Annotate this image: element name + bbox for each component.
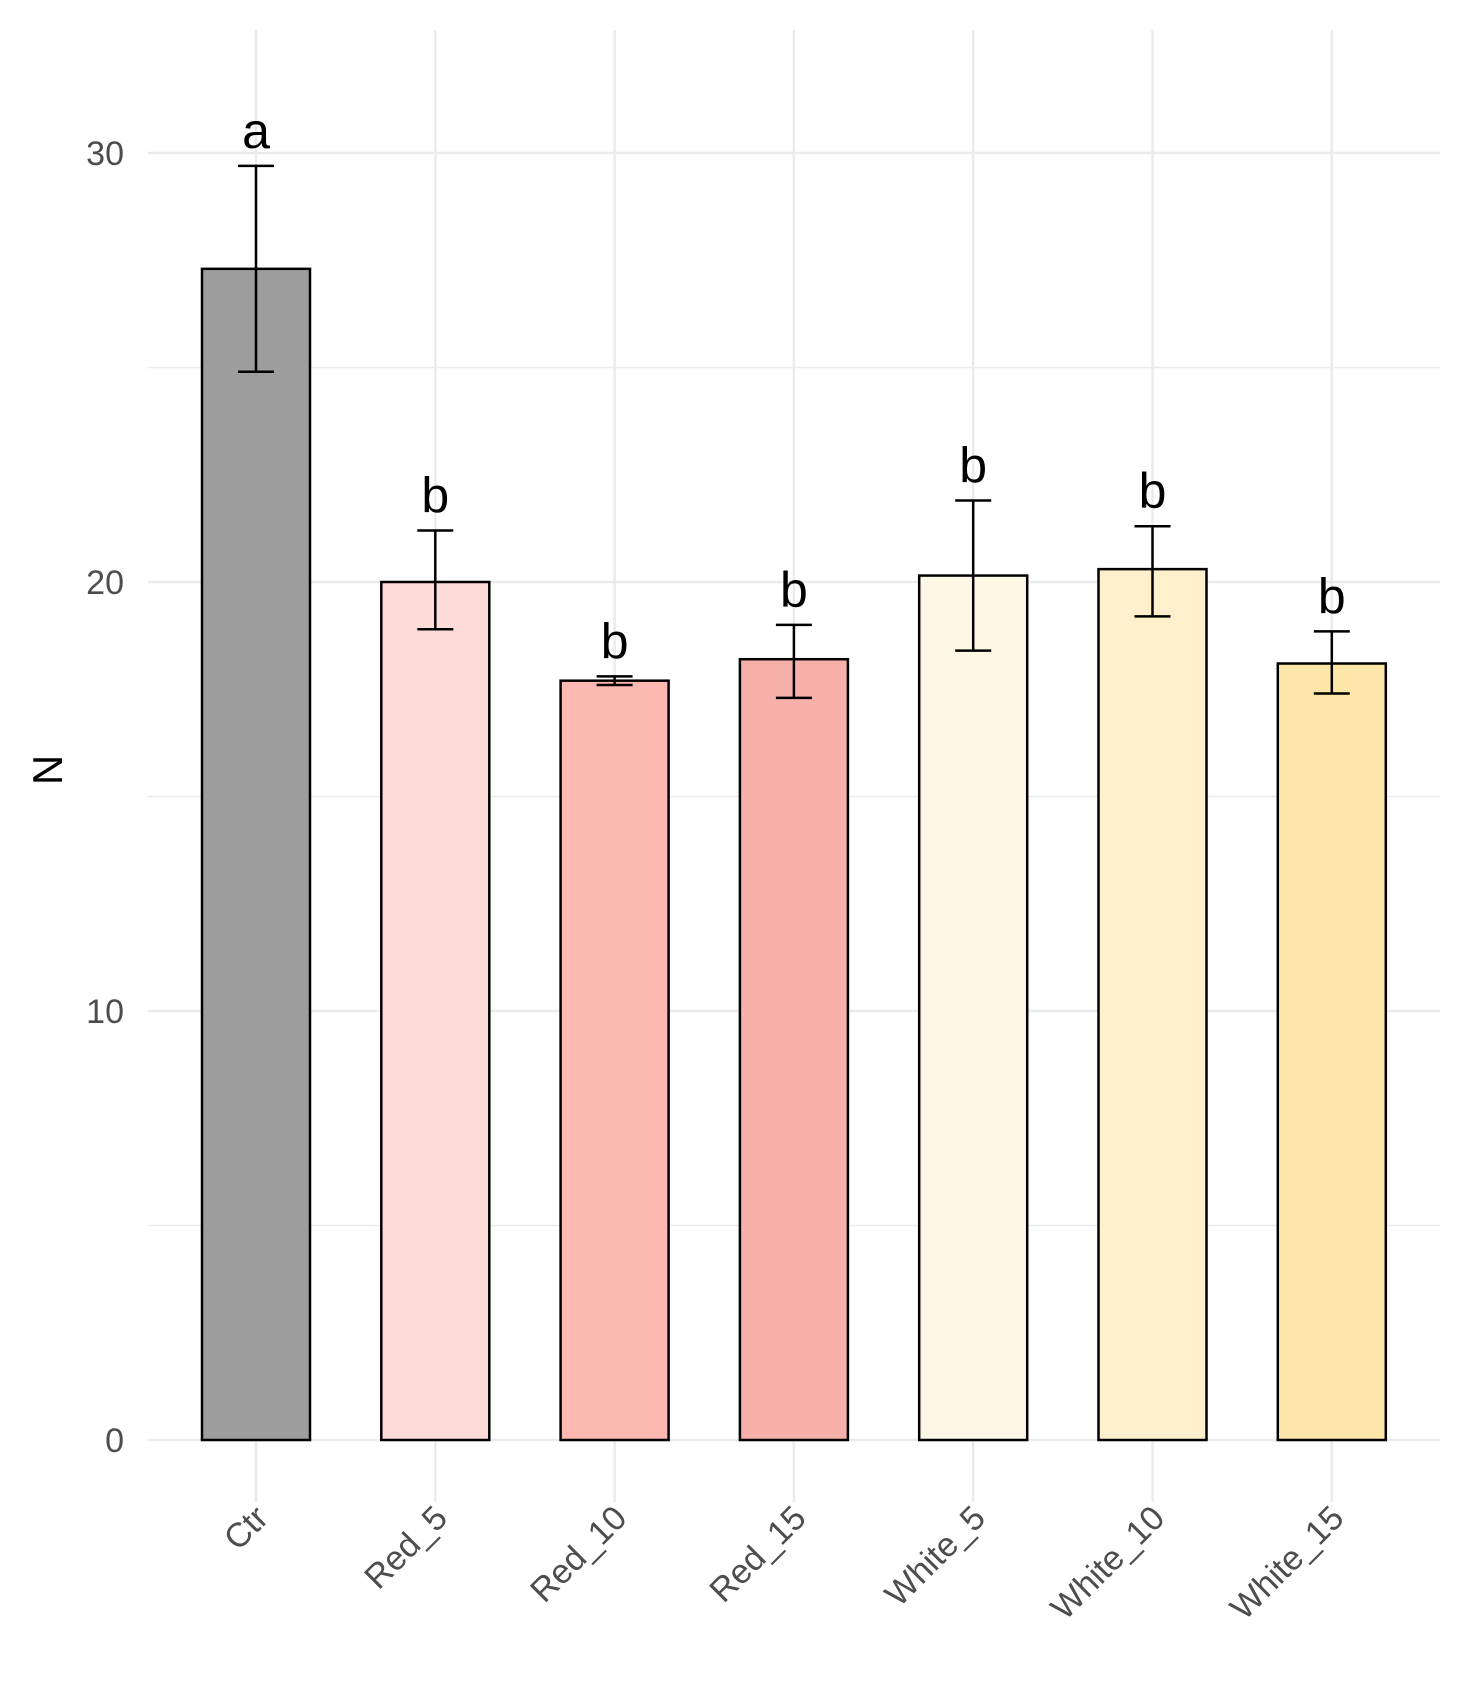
significance-letter: b bbox=[1139, 463, 1167, 519]
error-bar-white-15 bbox=[1313, 630, 1350, 695]
significance-letter: b bbox=[959, 437, 987, 493]
bars bbox=[200, 267, 1388, 1442]
x-tick-label: White_15 bbox=[1223, 1499, 1351, 1627]
error-bar-red-5 bbox=[417, 529, 454, 631]
x-tick-label: White_5 bbox=[878, 1499, 993, 1614]
bar-ctr bbox=[200, 267, 312, 1442]
y-tick-label: 30 bbox=[86, 135, 124, 173]
bar-red-15 bbox=[738, 657, 850, 1442]
bar-red-5 bbox=[380, 580, 491, 1442]
significance-letter: b bbox=[421, 468, 449, 524]
bar-white-5 bbox=[917, 574, 1029, 1442]
error-bar-white-5 bbox=[955, 499, 992, 652]
bar-white-15 bbox=[1276, 662, 1388, 1442]
x-tick-label: Red_15 bbox=[702, 1499, 813, 1610]
significance-letter: b bbox=[1318, 568, 1346, 624]
error-bar-red-10 bbox=[596, 675, 633, 687]
error-bar-white-10 bbox=[1134, 524, 1171, 618]
bar-white-10 bbox=[1097, 567, 1208, 1442]
x-tick-label: Red_10 bbox=[523, 1499, 634, 1610]
significance-letter: b bbox=[780, 562, 808, 618]
x-tick-label: Red_5 bbox=[357, 1499, 455, 1597]
y-tick-label: 10 bbox=[86, 993, 124, 1031]
significance-letter: a bbox=[242, 103, 270, 159]
significance-letter: b bbox=[601, 613, 629, 669]
significance-letters: a b b b b b b bbox=[242, 103, 1346, 670]
y-tick-label: 0 bbox=[105, 1422, 124, 1460]
y-axis-label: N bbox=[24, 755, 71, 785]
x-tick-label: White_10 bbox=[1044, 1499, 1172, 1627]
y-axis-ticks: 0 10 20 30 bbox=[86, 135, 124, 1460]
error-bar-ctr bbox=[238, 164, 274, 374]
x-axis-ticks: Ctr Red_5 Red_10 Red_15 White_5 White_10 White… bbox=[217, 1490, 1351, 1627]
bar-red-10 bbox=[559, 679, 670, 1442]
x-tick-label: Ctr bbox=[217, 1499, 276, 1558]
y-tick-label: 20 bbox=[86, 564, 124, 602]
error-bar-red-15 bbox=[775, 623, 812, 700]
error-bars bbox=[238, 164, 1350, 700]
